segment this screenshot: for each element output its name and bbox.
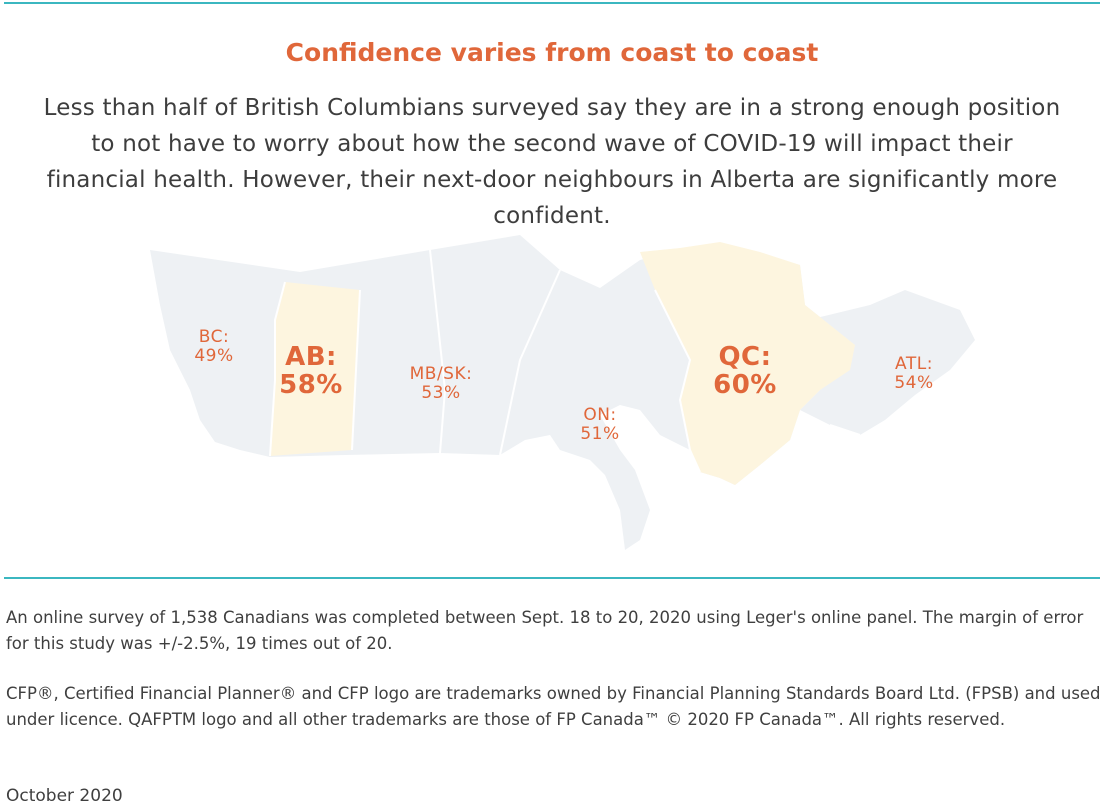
region-label-on: ON: 51% <box>570 406 630 444</box>
region-code: BC: <box>198 327 230 347</box>
province-borders <box>269 249 861 473</box>
region-value: 60% <box>713 370 777 400</box>
quebec-highlight <box>640 242 855 485</box>
alberta-highlight <box>270 282 360 456</box>
region-value: 51% <box>580 424 620 444</box>
atlantic-landmass <box>800 290 975 435</box>
region-value: 58% <box>279 370 343 400</box>
region-value: 53% <box>421 383 461 403</box>
page-title: Confidence varies from coast to coast <box>285 38 819 67</box>
footer-divider <box>4 577 1100 579</box>
publication-date: October 2020 <box>6 786 123 806</box>
region-label-bc: BC: 49% <box>186 328 242 366</box>
region-code: ATL: <box>895 354 933 374</box>
canada-map <box>150 235 975 550</box>
region-code: QC: <box>718 342 772 372</box>
region-label-qc: QC: 60% <box>700 343 790 399</box>
region-label-ab: AB: 58% <box>270 343 352 399</box>
region-label-atl: ATL: 54% <box>882 355 946 393</box>
region-value: 49% <box>194 346 234 366</box>
survey-note: An online survey of 1,538 Canadians was … <box>6 608 1084 653</box>
region-code: AB: <box>285 342 337 372</box>
trademark-note: CFP®, Certified Financial Planner® and C… <box>6 684 1101 729</box>
region-label-mbsk: MB/SK: 53% <box>396 365 486 403</box>
intro-paragraph: Less than half of British Columbians sur… <box>43 95 1061 229</box>
region-code: ON: <box>583 405 617 425</box>
top-divider <box>4 2 1100 4</box>
region-value: 54% <box>894 373 934 393</box>
region-code: MB/SK: <box>409 364 473 384</box>
